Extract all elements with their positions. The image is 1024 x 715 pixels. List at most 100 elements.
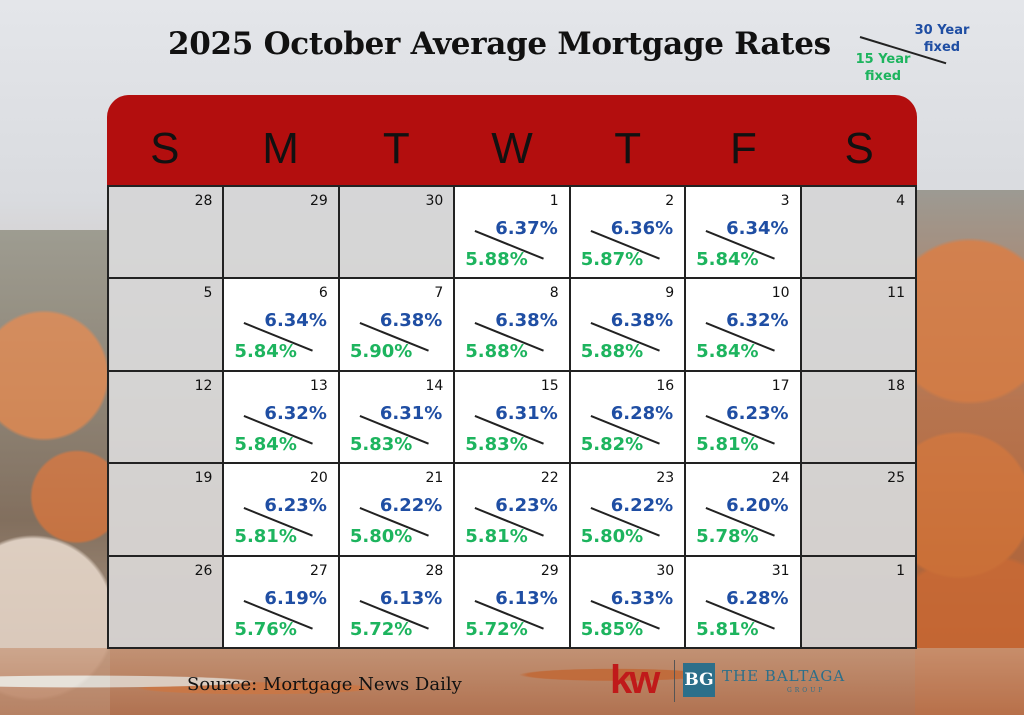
rate-30-year: 6.19%	[264, 587, 327, 609]
weekday-sunday: S	[150, 124, 180, 173]
rate-15-year: 5.81%	[234, 526, 297, 548]
day-number: 9	[665, 285, 675, 302]
rate-30-year: 6.38%	[495, 310, 558, 332]
calendar-day-cell: 29 6.13% 5.72%	[455, 556, 571, 649]
rate-30-year: 6.13%	[379, 587, 443, 609]
calendar-grid: 28 29 30 1 6.37% 5.88% 2 6.36% 5.87% 3 6.34% 5.84% 4…	[107, 185, 917, 649]
rate-15-year: 5.83%	[349, 433, 413, 455]
rate-30-year: 6.23%	[495, 495, 558, 517]
day-number: 27	[310, 562, 328, 579]
day-number: 18	[887, 377, 905, 394]
calendar-day-cell: 16 6.28% 5.82%	[570, 371, 687, 465]
rate-15-year: 5.88%	[465, 249, 528, 270]
rate-15-year: 5.81%	[465, 526, 528, 548]
rate-15-year: 5.80%	[580, 526, 644, 548]
day-number: 4	[896, 193, 905, 209]
day-number: 16	[656, 377, 675, 394]
weekday-monday: M	[262, 124, 299, 173]
weekday-header: S M T W T F S	[107, 95, 917, 185]
calendar-day-cell: 22 6.23% 5.81%	[455, 464, 571, 557]
rate-15-year: 5.80%	[349, 526, 413, 548]
calendar-day-cell: 14 6.31% 5.83%	[339, 371, 456, 465]
rate-15-year: 5.82%	[580, 433, 644, 455]
day-number: 20	[310, 470, 328, 487]
calendar-day-cell: 24 6.20% 5.78%	[686, 464, 802, 557]
calendar-day-cell: 23 6.22% 5.80%	[570, 464, 687, 557]
day-number: 15	[540, 377, 559, 394]
day-number: 28	[194, 193, 213, 209]
calendar-day-cell: 7 6.38% 5.90%	[339, 279, 456, 372]
day-number: 29	[310, 193, 328, 209]
baltaga-brand-name: THE BALTAGA	[722, 667, 846, 685]
day-number: 21	[425, 470, 444, 487]
day-number: 19	[194, 470, 213, 487]
calendar-day-cell: 10 6.32% 5.84%	[686, 279, 802, 372]
rate-15-year: 5.84%	[696, 249, 759, 270]
day-number: 31	[771, 562, 790, 579]
calendar-day-cell: 4	[801, 187, 917, 280]
rate-15-year: 5.83%	[465, 433, 528, 455]
day-number: 3	[780, 193, 790, 209]
background-photo-bottom	[0, 648, 1024, 715]
legend-15-year-label: 15 Year fixed	[855, 52, 911, 84]
calendar-day-cell: 21 6.22% 5.80%	[339, 464, 456, 557]
rate-15-year: 5.87%	[580, 249, 644, 270]
rate-30-year: 6.36%	[610, 218, 674, 239]
rate-30-year: 6.20%	[726, 495, 789, 517]
weekday-thursday: T	[614, 124, 642, 173]
day-number: 25	[887, 470, 905, 487]
day-number: 8	[549, 285, 559, 302]
rate-30-year: 6.33%	[610, 587, 674, 609]
calendar-day-cell: 6 6.34% 5.84%	[224, 279, 340, 372]
rate-15-year: 5.88%	[580, 341, 644, 363]
day-number: 6	[318, 285, 328, 302]
rate-30-year: 6.22%	[610, 495, 674, 517]
rate-15-year: 5.84%	[696, 341, 759, 363]
rate-15-year: 5.84%	[234, 433, 297, 455]
calendar-day-cell: 19	[109, 464, 225, 557]
baltaga-logo-mark: BG	[683, 663, 715, 697]
calendar-day-cell: 2 6.36% 5.87%	[570, 187, 687, 280]
rate-15-year: 5.90%	[349, 341, 413, 363]
rate-15-year: 5.81%	[696, 618, 759, 640]
day-number: 14	[425, 377, 444, 394]
calendar-day-cell: 15 6.31% 5.83%	[455, 371, 571, 465]
weekday-saturday: S	[844, 124, 874, 173]
page-title: 2025 October Average Mortgage Rates	[168, 26, 831, 62]
day-number: 26	[194, 562, 213, 579]
day-number: 23	[656, 470, 675, 487]
day-number: 30	[656, 562, 675, 579]
day-number: 11	[887, 285, 905, 302]
rate-15-year: 5.85%	[580, 618, 644, 640]
calendar-day-cell: 20 6.23% 5.81%	[224, 464, 340, 557]
weekday-tuesday: T	[382, 124, 410, 173]
calendar-day-cell: 5	[109, 279, 225, 372]
rate-15-year: 5.76%	[234, 618, 297, 640]
rate-30-year: 6.31%	[379, 402, 443, 424]
calendar-day-cell: 13 6.32% 5.84%	[224, 371, 340, 465]
day-number: 24	[771, 470, 790, 487]
weekday-friday: F	[730, 124, 757, 173]
weekday-wednesday: W	[491, 124, 533, 173]
calendar-day-cell: 28 6.13% 5.72%	[339, 556, 456, 649]
rate-30-year: 6.37%	[495, 218, 558, 239]
rate-30-year: 6.34%	[264, 310, 327, 332]
rate-15-year: 5.81%	[696, 433, 759, 455]
rate-30-year: 6.38%	[379, 310, 443, 332]
day-number: 10	[771, 285, 790, 302]
rate-30-year: 6.23%	[264, 495, 327, 517]
source-credit: Source: Mortgage News Daily	[187, 674, 462, 695]
day-number: 30	[425, 193, 444, 209]
rate-30-year: 6.28%	[726, 587, 789, 609]
day-number: 7	[434, 285, 444, 302]
calendar-day-cell: 8 6.38% 5.88%	[455, 279, 571, 372]
rate-30-year: 6.38%	[610, 310, 674, 332]
rate-30-year: 6.13%	[495, 587, 558, 609]
day-number: 5	[203, 285, 213, 302]
calendar-day-cell: 30 6.33% 5.85%	[570, 556, 687, 649]
calendar-day-cell: 28	[109, 187, 225, 280]
day-number: 13	[310, 377, 328, 394]
day-number: 12	[194, 377, 213, 394]
calendar-day-cell: 11	[801, 279, 917, 372]
day-number: 2	[665, 193, 675, 209]
